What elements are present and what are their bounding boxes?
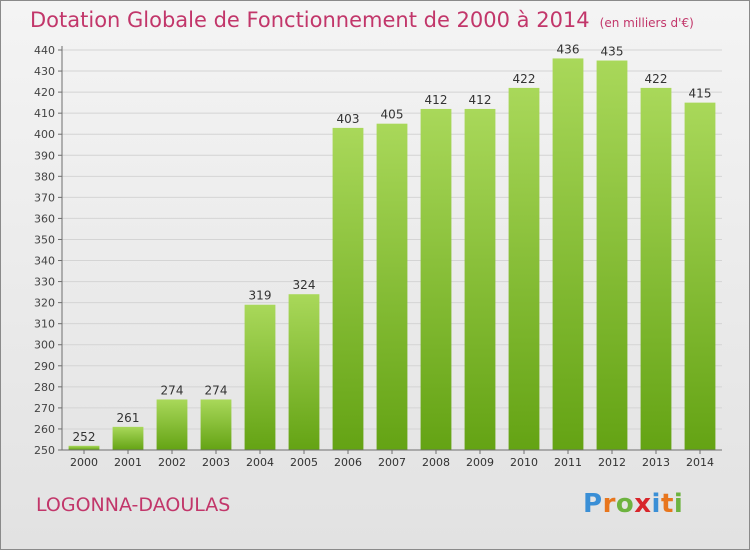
bar-2002 xyxy=(156,399,188,450)
bar-2004 xyxy=(244,304,276,450)
y-tick-label: 400 xyxy=(34,128,55,141)
axes xyxy=(58,46,722,454)
x-tick-label-2008: 2008 xyxy=(422,456,450,469)
y-tick-label: 270 xyxy=(34,402,55,415)
x-tick-label-2009: 2009 xyxy=(466,456,494,469)
bar-2006 xyxy=(332,127,364,450)
y-tick-label: 440 xyxy=(34,44,55,57)
data-label-2007: 405 xyxy=(381,108,404,122)
bar-2000 xyxy=(68,445,100,450)
y-tick-label: 280 xyxy=(34,381,55,394)
data-label-2004: 319 xyxy=(249,289,272,303)
data-label-2009: 412 xyxy=(469,93,492,107)
data-label-2012: 435 xyxy=(601,45,624,59)
x-tick-label-2001: 2001 xyxy=(114,456,142,469)
y-tick-label: 250 xyxy=(34,444,55,457)
chart-title: Dotation Globale de Fonctionnement de 20… xyxy=(30,8,694,32)
x-tick-label-2011: 2011 xyxy=(554,456,582,469)
data-label-2002: 274 xyxy=(161,383,184,397)
y-tick-label: 430 xyxy=(34,65,55,78)
y-tick-label: 300 xyxy=(34,339,55,352)
y-tick-label: 410 xyxy=(34,107,55,120)
data-label-2006: 403 xyxy=(337,112,360,126)
y-tick-label: 290 xyxy=(34,360,55,373)
y-tick-label: 370 xyxy=(34,191,55,204)
commune-name: LOGONNA-DAOULAS xyxy=(36,494,231,516)
data-label-2010: 422 xyxy=(513,72,536,86)
y-tick-label: 420 xyxy=(34,86,55,99)
y-tick-label: 350 xyxy=(34,233,55,246)
bar-2014 xyxy=(684,102,716,450)
bar-2011 xyxy=(552,58,584,450)
bar-2005 xyxy=(288,294,320,450)
x-tick-label-2013: 2013 xyxy=(642,456,670,469)
data-label-2001: 261 xyxy=(117,411,140,425)
labels: 250 260 270 280 290 300 310 320 330 340 350 360 370 3… xyxy=(34,42,714,469)
data-label-2014: 415 xyxy=(689,87,712,101)
chart-title-text: Dotation Globale de Fonctionnement de 20… xyxy=(30,8,590,32)
unit-label: (en milliers d'€) xyxy=(599,16,694,30)
x-tick-label-2014: 2014 xyxy=(686,456,714,469)
x-tick-label-2003: 2003 xyxy=(202,456,230,469)
logo-letter: i xyxy=(651,489,661,519)
x-tick-label-2004: 2004 xyxy=(246,456,274,469)
bar-2013 xyxy=(640,87,672,450)
y-tick-label: 340 xyxy=(34,255,55,268)
bar-2001 xyxy=(112,426,144,450)
y-tick-label: 260 xyxy=(34,423,55,436)
x-tick-label-2000: 2000 xyxy=(70,456,98,469)
x-tick-label-2010: 2010 xyxy=(510,456,538,469)
logo-letter: t xyxy=(660,489,674,519)
y-tick-label: 320 xyxy=(34,297,55,310)
bar-2009 xyxy=(464,108,496,451)
x-tick-label-2006: 2006 xyxy=(334,456,362,469)
proxiti-logo: Proxiti xyxy=(583,489,683,519)
logo-letter: P xyxy=(583,489,603,519)
logo-letter: i xyxy=(673,489,684,519)
x-tick-label-2012: 2012 xyxy=(598,456,626,469)
data-label-2003: 274 xyxy=(205,383,228,397)
bar-2012 xyxy=(596,60,628,451)
y-tick-label: 330 xyxy=(34,276,55,289)
bar-2003 xyxy=(200,399,232,450)
x-tick-label-2007: 2007 xyxy=(378,456,406,469)
logo-letter: x xyxy=(634,489,652,519)
data-label-2013: 422 xyxy=(645,72,668,86)
y-tick-label: 390 xyxy=(34,149,55,162)
x-tick-label-2002: 2002 xyxy=(158,456,186,469)
data-label-2011: 436 xyxy=(557,42,580,56)
data-label-2005: 324 xyxy=(293,278,316,292)
y-tick-label: 380 xyxy=(34,170,55,183)
data-label-2000: 252 xyxy=(73,430,96,444)
y-tick-label: 360 xyxy=(34,212,55,225)
x-tick-label-2005: 2005 xyxy=(290,456,318,469)
bar-2007 xyxy=(376,123,408,451)
bar-2010 xyxy=(508,87,540,450)
bars xyxy=(68,58,716,451)
y-tick-label: 310 xyxy=(34,318,55,331)
data-label-2008: 412 xyxy=(425,93,448,107)
logo-letter: r xyxy=(602,489,616,519)
bar-2008 xyxy=(420,108,452,451)
logo-letter: o xyxy=(615,489,635,519)
